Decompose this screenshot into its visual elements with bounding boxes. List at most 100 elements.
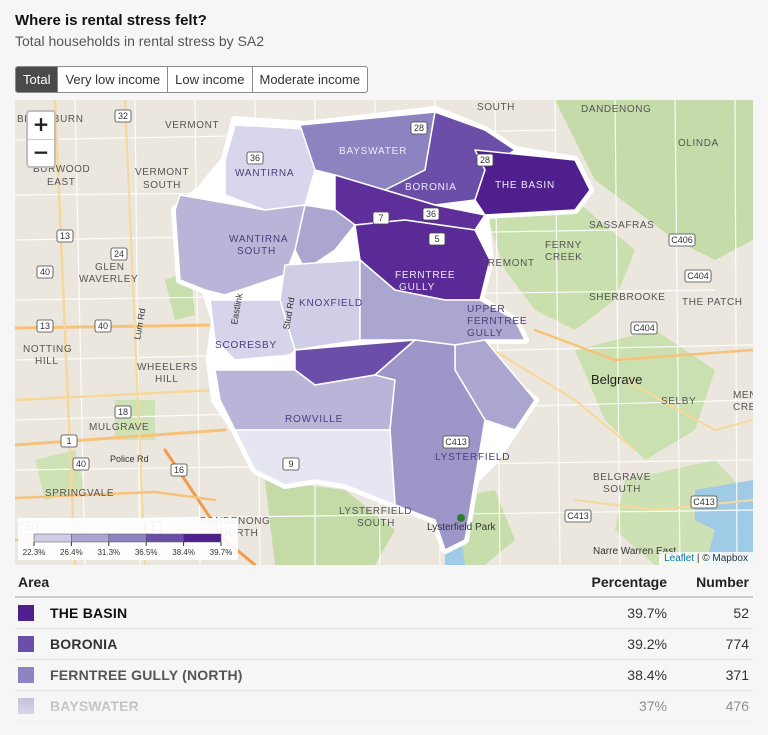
svg-text:CREEK: CREEK [545, 252, 582, 263]
table-row[interactable]: FERNTREE GULLY (NORTH) 38.4% 371 [15, 660, 753, 691]
header-percentage[interactable]: Percentage [591, 574, 667, 590]
row-number: 476 [725, 698, 749, 714]
choropleth-map[interactable]: BLACKBURN VERMONT VERMONT SOUTH BURWOOD … [15, 100, 753, 565]
svg-text:OLINDA: OLINDA [678, 138, 719, 149]
header-area[interactable]: Area [18, 574, 50, 590]
svg-text:C404: C404 [633, 323, 655, 333]
svg-text:SOUTH: SOUTH [477, 102, 515, 113]
region-wantirna-south [174, 194, 306, 296]
row-number: 52 [733, 605, 749, 621]
zoom-control: + − [26, 110, 56, 168]
legend-swatch [108, 533, 147, 543]
road-shield: 40 [94, 319, 112, 333]
road-shield: C413 [442, 435, 470, 449]
svg-text:WHEELERS: WHEELERS [137, 362, 198, 373]
road-shield: 24 [110, 247, 128, 261]
svg-text:C406: C406 [671, 235, 693, 245]
svg-text:28: 28 [480, 155, 490, 165]
row-percentage: 39.7% [627, 605, 667, 621]
svg-text:SCORESBY: SCORESBY [215, 340, 277, 351]
svg-text:28: 28 [414, 123, 424, 133]
row-color-swatch [18, 636, 34, 652]
svg-text:40: 40 [76, 459, 86, 469]
svg-text:BAYSWATER: BAYSWATER [339, 146, 407, 157]
tab-moderate-income[interactable]: Moderate income [251, 67, 367, 92]
svg-text:36: 36 [426, 209, 436, 219]
leaflet-link[interactable]: Leaflet [664, 553, 695, 564]
row-area: BORONIA [50, 636, 118, 652]
region-the-basin [474, 149, 591, 216]
svg-text:WAVERLEY: WAVERLEY [79, 274, 138, 285]
legend-label: 22.3% [22, 548, 46, 557]
table-header: Area Percentage Number [15, 568, 753, 598]
table-row[interactable]: BAYSWATER 37% 476 [15, 691, 753, 722]
table-row[interactable]: BORONIA 39.2% 774 [15, 629, 753, 660]
legend-scale [33, 533, 222, 546]
legend-label: 31.3% [97, 548, 121, 557]
row-area: BAYSWATER [50, 698, 139, 714]
header-number[interactable]: Number [696, 574, 749, 590]
road-shield: 18 [114, 405, 132, 419]
road-shield: 5 [428, 232, 446, 246]
row-number: 371 [725, 667, 749, 683]
svg-text:MEN: MEN [733, 390, 753, 401]
svg-text:32: 32 [118, 111, 128, 121]
svg-text:KNOXFIELD: KNOXFIELD [299, 298, 363, 309]
svg-text:SELBY: SELBY [661, 396, 696, 407]
svg-text:SOUTH: SOUTH [143, 180, 181, 191]
svg-text:24: 24 [114, 249, 124, 259]
road-shield: 40 [72, 457, 90, 471]
legend-label: 36.5% [134, 548, 158, 557]
road-shield: 36 [422, 207, 440, 221]
svg-text:HILL: HILL [155, 374, 179, 385]
svg-text:SPRINGVALE: SPRINGVALE [45, 488, 114, 499]
legend-label: 39.7% [209, 548, 233, 557]
row-area: FERNTREE GULLY (NORTH) [50, 667, 243, 683]
road-shield: C404 [630, 321, 658, 335]
svg-text:GULLY: GULLY [399, 282, 435, 293]
legend-label: 26.4% [60, 548, 83, 557]
svg-text:BURWOOD: BURWOOD [33, 164, 90, 175]
zoom-out-button[interactable]: − [28, 139, 54, 166]
tab-total[interactable]: Total [16, 67, 58, 92]
road-shield: 16 [170, 463, 188, 477]
svg-text:FERNTREE: FERNTREE [467, 316, 527, 327]
road-shield: C413 [564, 509, 592, 523]
road-shield: 9 [282, 457, 300, 471]
svg-text:36: 36 [250, 153, 260, 163]
row-percentage: 37% [638, 698, 667, 714]
map-canvas: BLACKBURN VERMONT VERMONT SOUTH BURWOOD … [15, 100, 753, 565]
road-shield: 13 [56, 229, 74, 243]
zoom-in-button[interactable]: + [32, 112, 50, 136]
svg-text:UPPER: UPPER [467, 304, 505, 315]
legend-swatch [71, 533, 110, 543]
map-attribution: Leaflet | © Mapbox [659, 552, 753, 565]
income-filter-tabs: Total Very low income Low income Moderat… [15, 66, 368, 93]
svg-text:Lysterfield Park: Lysterfield Park [427, 522, 497, 533]
road-shield: C404 [684, 269, 712, 283]
svg-text:18: 18 [118, 407, 128, 417]
region-lysterfield [374, 339, 486, 551]
road-shield: C406 [668, 233, 696, 247]
tab-low-income[interactable]: Low income [167, 67, 251, 92]
svg-text:16: 16 [174, 465, 184, 475]
legend-swatch [183, 533, 222, 543]
svg-text:CRE: CRE [733, 402, 753, 413]
svg-text:THE PATCH: THE PATCH [682, 297, 743, 308]
region-rowville-south [234, 429, 396, 506]
table-row[interactable]: THE BASIN 39.7% 52 [15, 598, 753, 629]
road-shield: 1 [60, 434, 78, 448]
svg-text:13: 13 [40, 321, 50, 331]
svg-text:1: 1 [66, 436, 71, 446]
svg-text:DANDENONG: DANDENONG [581, 104, 651, 115]
svg-text:SOUTH: SOUTH [237, 246, 276, 257]
svg-text:TREMONT: TREMONT [481, 258, 535, 269]
map-legend: 22.3% 26.4% 31.3% 36.5% 38.4% 39.7% [18, 518, 238, 560]
svg-text:SASSAFRAS: SASSAFRAS [589, 220, 654, 231]
road-shield: 40 [36, 265, 54, 279]
page-subtitle: Total households in rental stress by SA2 [15, 33, 265, 49]
svg-text:C413: C413 [445, 437, 467, 447]
region-ferntree-gully [359, 259, 526, 346]
road-shield: 28 [410, 121, 428, 135]
tab-very-low-income[interactable]: Very low income [57, 67, 167, 92]
